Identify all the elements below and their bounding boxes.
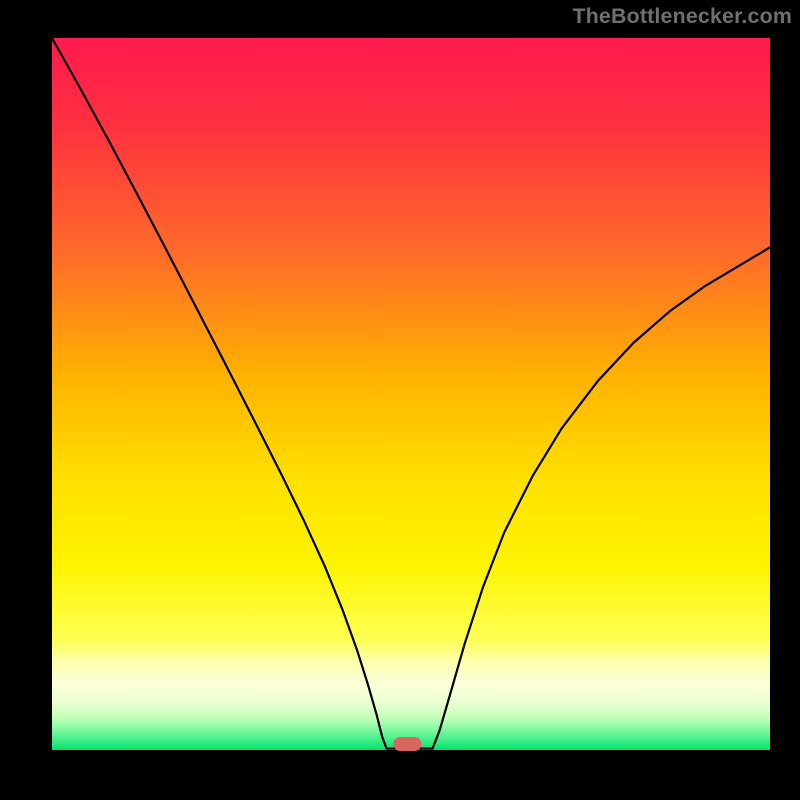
bottleneck-curve-chart	[0, 0, 800, 800]
chart-container: TheBottlenecker.com	[0, 0, 800, 800]
optimum-marker	[393, 737, 421, 751]
gradient-background	[52, 38, 770, 750]
